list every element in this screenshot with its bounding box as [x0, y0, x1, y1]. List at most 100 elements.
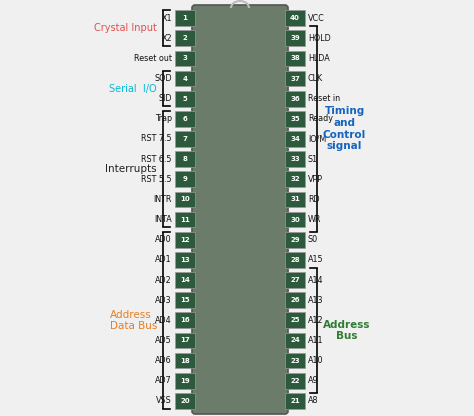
Text: 7: 7: [182, 136, 187, 142]
Text: 32: 32: [290, 176, 300, 182]
Text: 39: 39: [290, 35, 300, 41]
FancyBboxPatch shape: [285, 353, 305, 369]
FancyBboxPatch shape: [285, 272, 305, 288]
Text: A11: A11: [308, 336, 323, 345]
FancyBboxPatch shape: [285, 232, 305, 248]
Text: Ready: Ready: [308, 114, 333, 123]
FancyBboxPatch shape: [175, 292, 195, 308]
Text: AD4: AD4: [155, 316, 172, 325]
FancyBboxPatch shape: [285, 333, 305, 348]
Text: A9: A9: [308, 376, 319, 385]
Text: A8: A8: [308, 396, 319, 406]
Text: SID: SID: [158, 94, 172, 103]
Text: SOD: SOD: [155, 74, 172, 83]
Text: 5: 5: [182, 96, 187, 102]
Text: 35: 35: [290, 116, 300, 122]
Text: INTA: INTA: [154, 215, 172, 224]
Text: 15: 15: [180, 297, 190, 303]
FancyBboxPatch shape: [285, 71, 305, 87]
Text: A13: A13: [308, 296, 323, 305]
Text: 13: 13: [180, 257, 190, 263]
Text: 11: 11: [180, 217, 190, 223]
Text: Crystal Input: Crystal Input: [94, 23, 157, 33]
Text: 4: 4: [182, 76, 188, 82]
Text: 12: 12: [180, 237, 190, 243]
Text: 33: 33: [290, 156, 300, 162]
Text: AD5: AD5: [155, 336, 172, 345]
Text: 22: 22: [290, 378, 300, 384]
Text: X2: X2: [161, 34, 172, 43]
Text: Interrupts: Interrupts: [105, 164, 157, 174]
Text: 20: 20: [180, 398, 190, 404]
FancyBboxPatch shape: [285, 252, 305, 268]
Text: 17: 17: [180, 337, 190, 344]
FancyBboxPatch shape: [175, 30, 195, 46]
FancyBboxPatch shape: [175, 191, 195, 207]
Text: Timing
and
Control
signal: Timing and Control signal: [323, 106, 366, 151]
Text: CLK: CLK: [308, 74, 323, 83]
Text: 9: 9: [182, 176, 187, 182]
FancyBboxPatch shape: [285, 111, 305, 127]
Text: Trap: Trap: [155, 114, 172, 123]
Text: VCC: VCC: [308, 14, 325, 22]
Text: 1: 1: [182, 15, 187, 21]
FancyBboxPatch shape: [285, 171, 305, 187]
FancyBboxPatch shape: [285, 30, 305, 46]
Text: S0: S0: [308, 235, 318, 244]
Text: AD3: AD3: [155, 296, 172, 305]
Text: 2: 2: [182, 35, 187, 41]
FancyBboxPatch shape: [285, 131, 305, 147]
FancyBboxPatch shape: [285, 373, 305, 389]
FancyBboxPatch shape: [285, 393, 305, 409]
Text: 10: 10: [180, 196, 190, 203]
FancyBboxPatch shape: [285, 50, 305, 66]
Text: X1: X1: [162, 14, 172, 22]
FancyBboxPatch shape: [175, 312, 195, 328]
Text: Serial  I/O: Serial I/O: [109, 84, 157, 94]
Text: S1: S1: [308, 155, 318, 163]
Text: 19: 19: [180, 378, 190, 384]
Text: 34: 34: [290, 136, 300, 142]
FancyBboxPatch shape: [192, 5, 288, 414]
FancyBboxPatch shape: [175, 272, 195, 288]
FancyBboxPatch shape: [175, 393, 195, 409]
Text: AD1: AD1: [155, 255, 172, 265]
Text: 29: 29: [290, 237, 300, 243]
Text: 18: 18: [180, 358, 190, 364]
Text: AD6: AD6: [155, 356, 172, 365]
Text: 37: 37: [290, 76, 300, 82]
Text: INTR: INTR: [154, 195, 172, 204]
Text: 26: 26: [290, 297, 300, 303]
FancyBboxPatch shape: [285, 212, 305, 228]
FancyBboxPatch shape: [285, 191, 305, 207]
FancyBboxPatch shape: [175, 91, 195, 106]
Text: 25: 25: [290, 317, 300, 323]
Text: AD0: AD0: [155, 235, 172, 244]
FancyBboxPatch shape: [175, 333, 195, 348]
Text: RST 7.5: RST 7.5: [141, 134, 172, 144]
FancyBboxPatch shape: [175, 171, 195, 187]
Text: 8: 8: [182, 156, 187, 162]
Text: RST 6.5: RST 6.5: [142, 155, 172, 163]
FancyBboxPatch shape: [285, 312, 305, 328]
Text: 30: 30: [290, 217, 300, 223]
FancyBboxPatch shape: [285, 91, 305, 106]
Text: 14: 14: [180, 277, 190, 283]
FancyBboxPatch shape: [175, 111, 195, 127]
FancyBboxPatch shape: [175, 10, 195, 26]
Text: A10: A10: [308, 356, 323, 365]
FancyBboxPatch shape: [175, 151, 195, 167]
Text: 3: 3: [182, 55, 187, 62]
Text: 21: 21: [290, 398, 300, 404]
Text: 31: 31: [290, 196, 300, 203]
Text: IO/M: IO/M: [308, 134, 326, 144]
Text: A15: A15: [308, 255, 324, 265]
FancyBboxPatch shape: [175, 252, 195, 268]
FancyBboxPatch shape: [175, 50, 195, 66]
FancyBboxPatch shape: [175, 232, 195, 248]
Text: 16: 16: [180, 317, 190, 323]
Text: 36: 36: [290, 96, 300, 102]
Text: A14: A14: [308, 275, 323, 285]
Text: AD2: AD2: [155, 275, 172, 285]
Text: Address
Bus: Address Bus: [323, 319, 371, 341]
